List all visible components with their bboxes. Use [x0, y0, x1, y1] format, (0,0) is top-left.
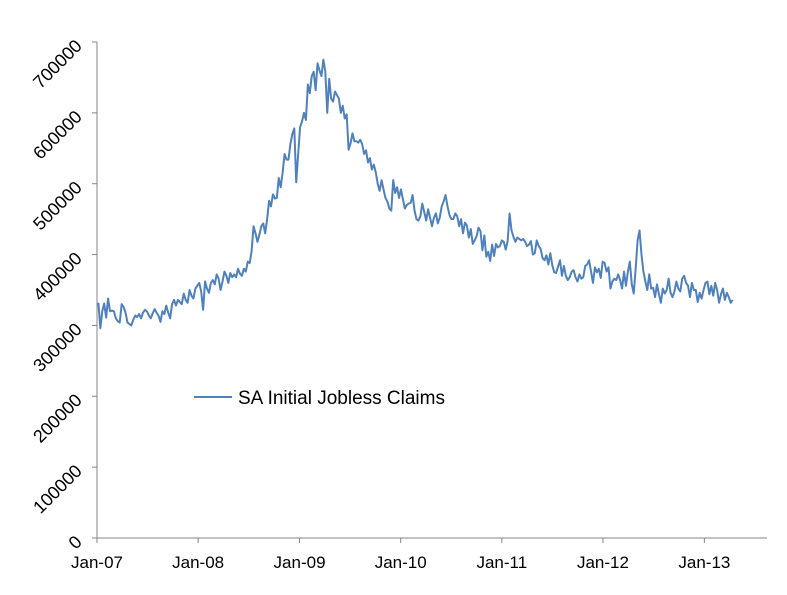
y-tick-label: 0 — [65, 532, 86, 553]
x-tick-label: Jan-10 — [375, 553, 427, 572]
y-tick-label: 500000 — [29, 177, 86, 234]
x-tick-labels: Jan-07 Jan-08 Jan-09 Jan-10 Jan-11 Jan-12 Jan-… — [71, 553, 730, 572]
x-tick-label: Jan-13 — [678, 553, 730, 572]
y-tick-label: 200000 — [29, 390, 86, 447]
legend-label: SA Initial Jobless Claims — [238, 388, 445, 409]
x-tick-label: Jan-09 — [274, 553, 326, 572]
y-tick-label: 400000 — [29, 248, 86, 305]
series-layer — [97, 58, 734, 330]
x-tick-label: Jan-12 — [577, 553, 629, 572]
y-tick-label: 700000 — [29, 36, 86, 93]
axes — [92, 41, 767, 543]
y-tick-label: 600000 — [29, 107, 86, 164]
y-tick-label: 300000 — [29, 319, 86, 376]
x-tick-label: Jan-07 — [71, 553, 123, 572]
y-tick-label: 100000 — [29, 461, 86, 518]
y-tick-labels: 0 100000 200000 300000 400000 500000 600000 700… — [29, 36, 86, 553]
x-tick-label: Jan-08 — [172, 553, 224, 572]
series-line-sa-initial-jobless-claims — [97, 58, 734, 330]
legend: SA Initial Jobless Claims — [194, 388, 445, 409]
x-tick-label: Jan-11 — [476, 553, 527, 572]
